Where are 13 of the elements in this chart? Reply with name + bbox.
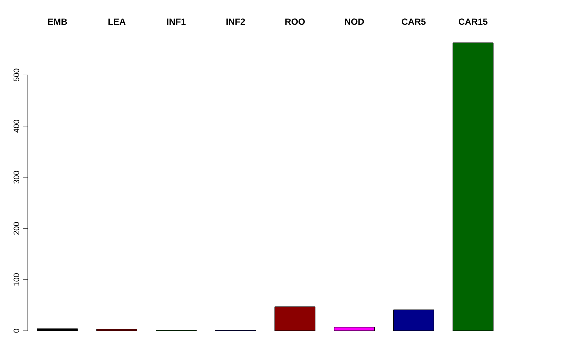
x-tick-label: CAR5 xyxy=(402,18,426,26)
x-tick-label: INF2 xyxy=(226,18,246,25)
bar xyxy=(334,327,375,332)
bar xyxy=(452,42,494,332)
x-tick-label: ROO xyxy=(286,18,306,26)
x-tick-label: LEA xyxy=(108,18,126,25)
x-tick-label: NOD xyxy=(345,18,364,26)
bar xyxy=(274,306,316,332)
x-tick-label: EMB xyxy=(48,18,68,25)
bar xyxy=(393,310,434,332)
x-tick-label: INF1 xyxy=(167,18,186,25)
x-tick-label: CAR15 xyxy=(458,18,488,26)
bar xyxy=(37,328,78,332)
